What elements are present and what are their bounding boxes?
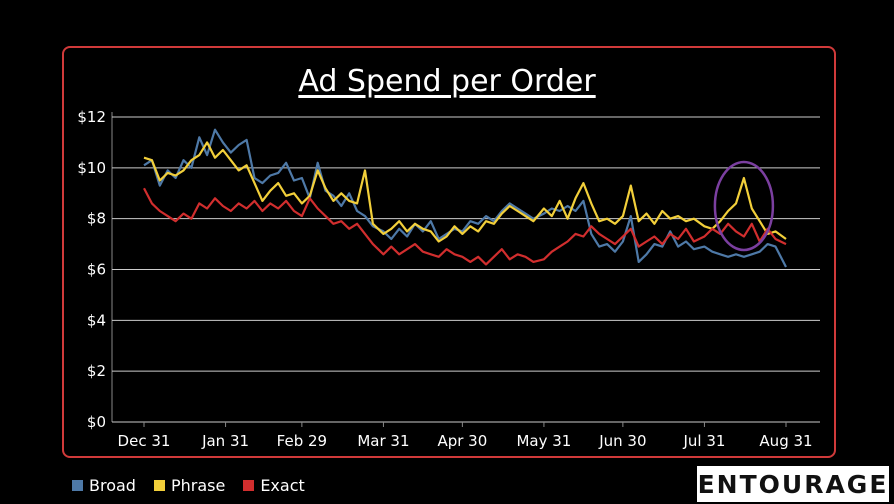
x-tick-label: Feb 29: [277, 432, 327, 450]
legend-item-exact: Exact: [243, 476, 305, 495]
x-tick-label: Mar 31: [357, 432, 409, 450]
y-tick-label: $0: [87, 413, 106, 431]
x-tick-label: Jun 30: [598, 432, 646, 450]
legend-swatch-phrase: [153, 480, 165, 491]
y-tick-label: $4: [87, 311, 106, 329]
y-tick-label: $6: [87, 261, 106, 279]
x-axis: Dec 31 Jan 31 Feb 29 Mar 31 Apr 30 May 31 Jun …: [118, 422, 813, 450]
grid-lines: [111, 112, 820, 423]
x-tick-label: May 31: [516, 432, 571, 450]
y-tick-label: $2: [87, 362, 106, 380]
series-line-exact: [143, 187, 787, 266]
legend-swatch-broad: [72, 480, 83, 491]
legend-label-exact: Exact: [260, 476, 305, 495]
annotation-layer: [713, 160, 775, 252]
y-tick-label: $12: [77, 108, 106, 126]
chart-frame: [62, 46, 836, 458]
legend-item-broad: Broad: [72, 476, 136, 495]
x-tick-label: Jan 31: [201, 432, 249, 450]
y-axis: $0 $2 $4 $6 $8 $10 $12: [77, 108, 106, 431]
entourage-logo: ENTOURAGE: [697, 466, 889, 502]
highlight-circle: [713, 160, 775, 252]
y-tick-label: $8: [87, 210, 106, 228]
legend-label-broad: Broad: [89, 476, 136, 495]
x-tick-label: Jul 31: [682, 432, 725, 450]
legend-label-phrase: Phrase: [170, 476, 226, 495]
series-lines: [143, 128, 787, 268]
chart-title: Ad Spend per Order: [298, 64, 596, 99]
series-line-phrase: [143, 141, 787, 243]
legend-item-phrase: Phrase: [153, 476, 226, 495]
y-tick-label: $10: [77, 159, 106, 177]
legend-swatch-exact: [243, 480, 255, 491]
x-tick-label: Aug 31: [759, 432, 812, 450]
x-tick-label: Apr 30: [437, 432, 487, 450]
x-tick-label: Dec 31: [118, 432, 171, 450]
legend: Broad Phrase Exact: [72, 476, 305, 495]
series-line-broad: [143, 128, 787, 268]
